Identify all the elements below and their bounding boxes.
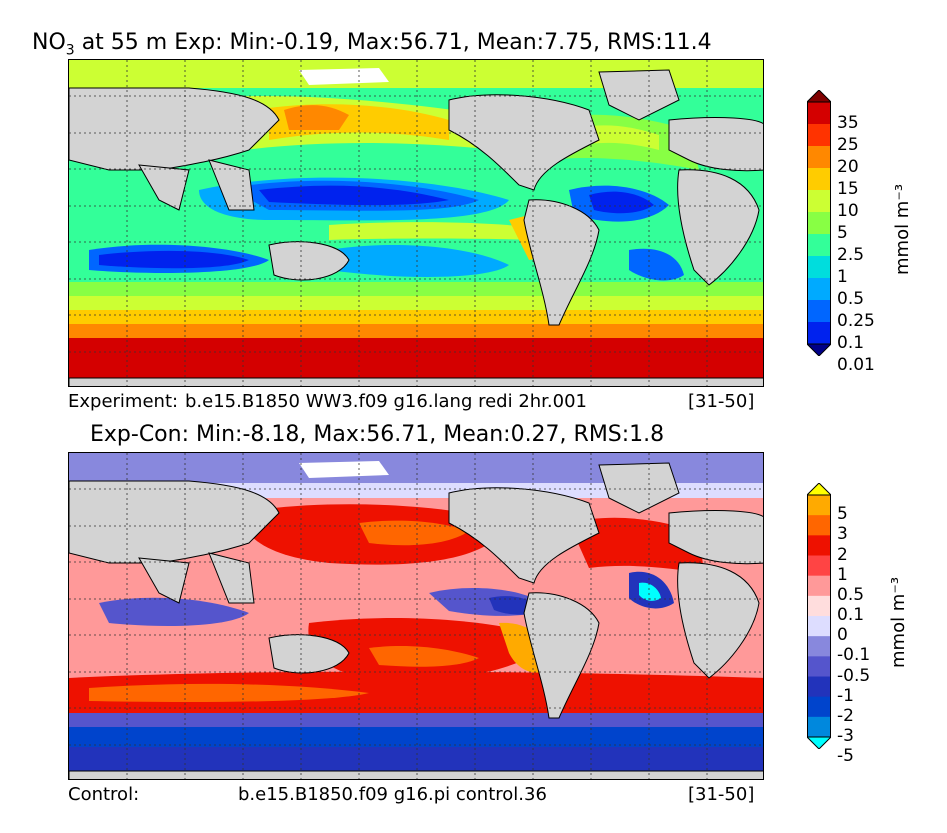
- panel2-colorbar-unit: mmol m⁻³: [888, 576, 909, 668]
- colorbar-segment: [807, 595, 831, 617]
- panel1-colorbar-unit: mmol m⁻³: [892, 183, 913, 275]
- panel2-colorbar: [807, 483, 831, 749]
- colorbar-tick-label: 0.5: [837, 289, 865, 309]
- colorbar-tick-label: -1: [837, 685, 854, 706]
- panel2-footer-right: [31-50]: [688, 784, 755, 805]
- panel2-title: Exp-Con: Min:-8.18, Max:56.71, Mean:0.27…: [90, 422, 665, 447]
- panel1-colorbar: [807, 90, 831, 356]
- panel1-footer-mid: b.e15.B1850 WW3.f09 g16.lang redi 2hr.00…: [185, 391, 588, 412]
- colorbar-segment: [807, 234, 831, 257]
- colorbar-segment: [807, 190, 831, 213]
- colorbar-tick-label: 0.1: [837, 605, 865, 625]
- colorbar-segment: [807, 555, 831, 577]
- colorbar-segment: [807, 300, 831, 323]
- colorbar-segment: [807, 716, 831, 738]
- colorbar-tick-label: 1: [837, 564, 848, 585]
- colorbar-segment: [807, 146, 831, 169]
- colorbar-tick-label: 0.5: [837, 584, 865, 605]
- colorbar-segment: [807, 575, 831, 597]
- colorbar-segment: [807, 168, 831, 191]
- colorbar-segment: [807, 616, 831, 637]
- colorbar-tick-label: -5: [837, 746, 854, 767]
- panel2-footer-mid: b.e15.B1850.f09 g16.pi control.36: [238, 784, 547, 805]
- colorbar-tick-label: 2.5: [837, 245, 865, 265]
- colorbar-border: [807, 101, 831, 345]
- colorbar-tick-label: 5: [837, 504, 848, 525]
- colorbar-tick-label: 3: [837, 524, 848, 545]
- panel1-title-sub: 3: [65, 42, 75, 59]
- colorbar-tick-label: -0.5: [837, 665, 871, 686]
- colorbar-segment: [807, 278, 831, 301]
- colorbar-tick-label: 15: [837, 179, 859, 199]
- colorbar-tick-label: 10: [837, 201, 859, 221]
- colorbar-segment: [807, 696, 831, 718]
- panel1-map: [68, 59, 764, 387]
- colorbar-segment: [807, 676, 831, 698]
- colorbar-tick-label: 25: [837, 135, 859, 155]
- panel1-title-rest: at 55 m Exp: Min:-0.19, Max:56.71, Mean:…: [74, 30, 712, 55]
- colorbar-tick-label: 1: [837, 267, 848, 287]
- colorbar-tick-label: 20: [837, 157, 859, 177]
- panel1-title-prefix: NO: [32, 30, 66, 55]
- colorbar-segment: [807, 102, 831, 125]
- colorbar-tick-label: 2: [837, 544, 848, 565]
- colorbar-segment: [807, 212, 831, 235]
- colorbar-tick-label: -0.1: [837, 645, 871, 666]
- colorbar-tick-label: 0.1: [837, 333, 865, 353]
- colorbar-tick-label: 5: [837, 223, 848, 243]
- colorbar-segment: [807, 256, 831, 279]
- colorbar-tick-label: -2: [837, 705, 854, 726]
- colorbar-segment: [807, 515, 831, 536]
- panel1-footer-right: [31-50]: [688, 391, 755, 412]
- colorbar-segment: [807, 322, 831, 345]
- colorbar-tick-label: 35: [837, 113, 859, 133]
- colorbar-extend-min: [807, 736, 831, 749]
- panel2-map: [68, 452, 764, 780]
- colorbar-segment: [807, 495, 831, 516]
- colorbar-segment: [807, 124, 831, 147]
- panel1-footer-left: Experiment:: [68, 391, 179, 412]
- colorbar-extend-min: [807, 343, 831, 356]
- colorbar-segment: [807, 535, 831, 556]
- colorbar-extend-max: [807, 90, 831, 103]
- colorbar-extend-max: [807, 483, 831, 496]
- colorbar-tick-label: -3: [837, 726, 854, 746]
- colorbar-segment: [807, 636, 831, 657]
- colorbar-tick-label: 0: [837, 625, 848, 646]
- colorbar-border: [807, 494, 831, 738]
- colorbar-tick-label: 0.01: [837, 355, 875, 375]
- panel1-map-svg: [69, 60, 763, 386]
- panel1-title: NO3 at 55 m Exp: Min:-0.19, Max:56.71, M…: [32, 30, 712, 58]
- panel2-footer-left: Control:: [68, 784, 140, 805]
- panel2-map-svg: [69, 453, 763, 779]
- colorbar-tick-label: 0.25: [837, 311, 875, 331]
- colorbar-segment: [807, 656, 831, 677]
